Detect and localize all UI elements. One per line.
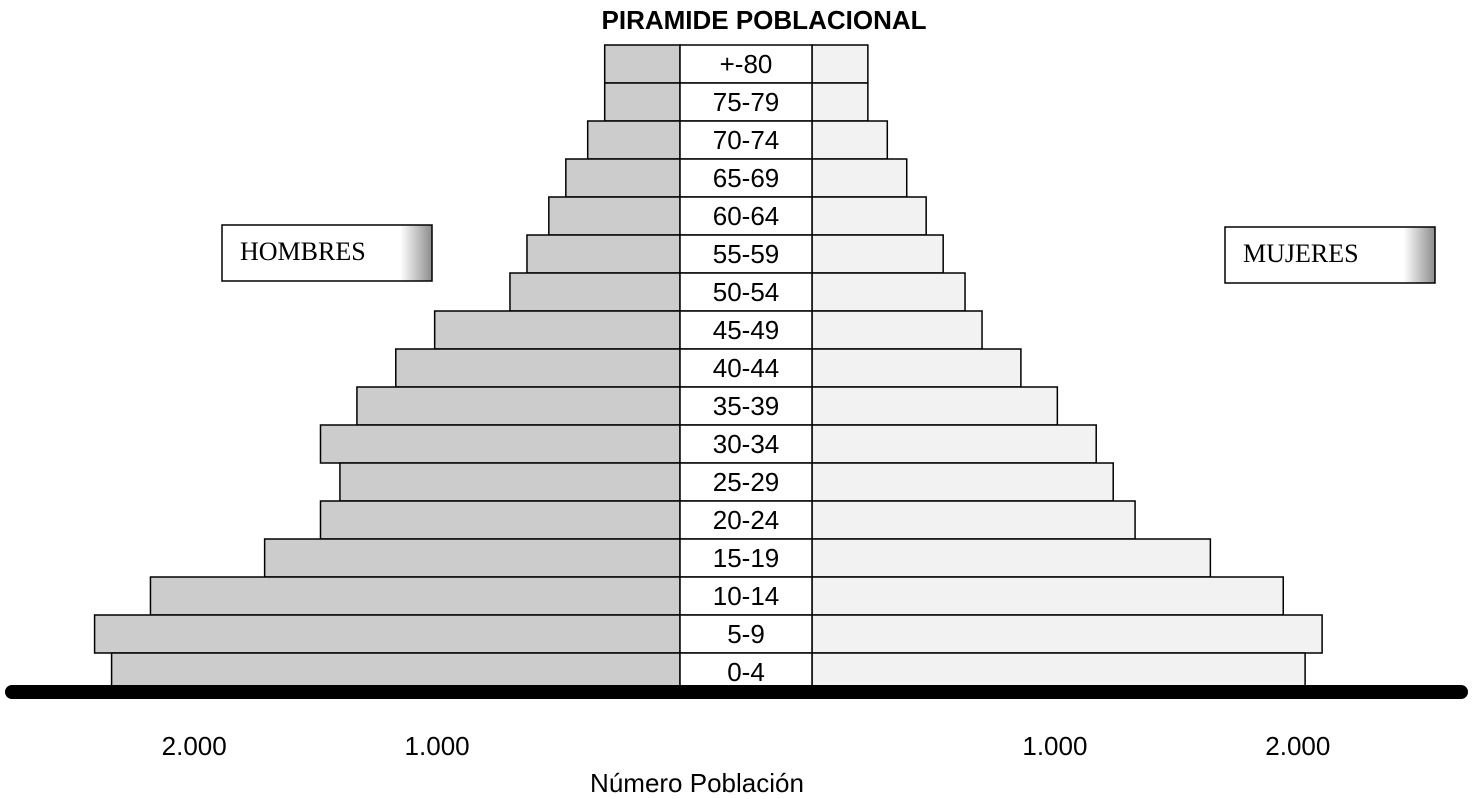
category-cell <box>679 538 813 578</box>
bar <box>811 310 983 350</box>
category-label: 60-64 <box>713 201 780 231</box>
bar <box>509 272 681 312</box>
bar <box>526 234 681 274</box>
bar <box>811 120 889 160</box>
category-label: 15-19 <box>713 543 780 573</box>
bar <box>110 652 681 692</box>
bar <box>811 386 1059 426</box>
bar <box>356 386 681 426</box>
category-cell <box>679 158 813 198</box>
chart-title: PIRAMIDE POBLACIONAL <box>602 5 927 35</box>
bar <box>811 348 1022 388</box>
x-axis-label: Número Población <box>590 768 804 798</box>
category-label: 75-79 <box>713 87 780 117</box>
x-tick-label: 1.000 <box>1022 731 1087 761</box>
bar <box>811 158 908 198</box>
category-label: 20-24 <box>713 505 780 535</box>
bar <box>811 500 1136 540</box>
bar <box>319 500 681 540</box>
bar <box>319 424 681 464</box>
bar <box>811 424 1097 464</box>
bar <box>395 348 681 388</box>
category-label: 5-9 <box>727 619 765 649</box>
category-label: 35-39 <box>713 391 780 421</box>
category-label: 55-59 <box>713 239 780 269</box>
bar <box>565 158 681 198</box>
category-cell <box>679 234 813 274</box>
category-label: 25-29 <box>713 467 780 497</box>
category-label: 40-44 <box>713 353 780 383</box>
bar <box>811 82 869 122</box>
category-cell <box>679 614 813 654</box>
bar <box>586 120 681 160</box>
category-label: +-80 <box>720 49 773 79</box>
category-cell <box>679 82 813 122</box>
legend-label: MUJERES <box>1243 239 1359 268</box>
category-label: 10-14 <box>713 581 780 611</box>
legend-label: HOMBRES <box>240 237 366 266</box>
category-label: 30-34 <box>713 429 780 459</box>
x-tick-label: 1.000 <box>405 731 470 761</box>
category-label: 45-49 <box>713 315 780 345</box>
bar <box>149 576 681 616</box>
bar <box>811 462 1114 502</box>
category-cell <box>679 44 813 84</box>
bar <box>811 44 869 84</box>
category-label: 70-74 <box>713 125 780 155</box>
bar <box>603 44 681 84</box>
bar <box>811 614 1323 654</box>
category-cell <box>679 462 813 502</box>
bar <box>339 462 681 502</box>
category-cell <box>679 386 813 426</box>
bar <box>811 234 944 274</box>
category-label: 0-4 <box>727 657 765 687</box>
x-tick-label: 2.000 <box>162 731 227 761</box>
bar <box>811 538 1212 578</box>
legend-box <box>221 224 433 282</box>
bar <box>811 576 1284 616</box>
legend-box <box>1224 226 1436 284</box>
bar <box>263 538 681 578</box>
bar <box>811 272 966 312</box>
bar <box>603 82 681 122</box>
category-cell <box>679 652 813 692</box>
bar <box>93 614 681 654</box>
category-label: 50-54 <box>713 277 780 307</box>
bar <box>433 310 681 350</box>
category-cell <box>679 424 813 464</box>
category-label: 65-69 <box>713 163 780 193</box>
x-tick-label: 2.000 <box>1265 731 1330 761</box>
bar <box>811 196 927 236</box>
category-cell <box>679 310 813 350</box>
bar <box>548 196 681 236</box>
